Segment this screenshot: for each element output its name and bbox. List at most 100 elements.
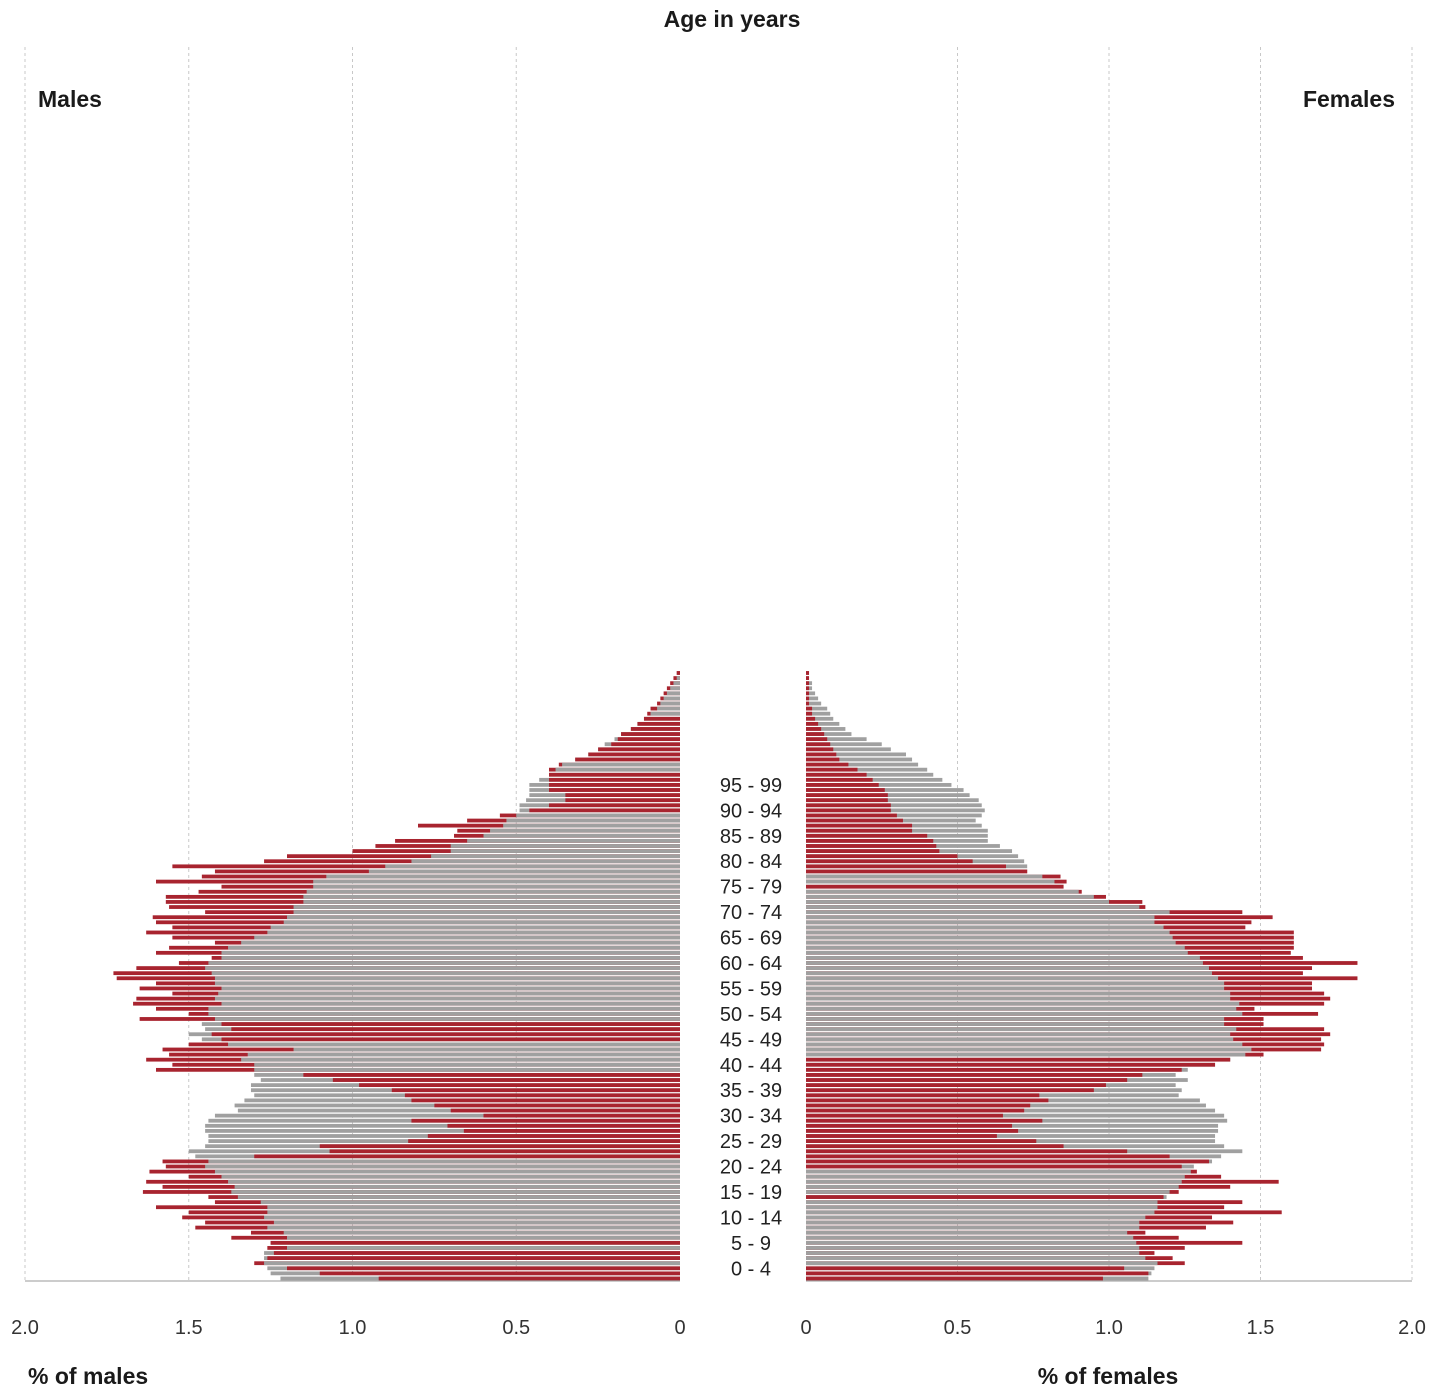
tick-label-females-4: 2.0: [1398, 1317, 1426, 1339]
females-grey-bar-68: [806, 930, 1170, 935]
females-grey-bar-76: [806, 889, 1079, 894]
males-red-bar-4: [267, 1256, 680, 1261]
males-grey-bar-55: [214, 996, 680, 1001]
females-grey-bar-10: [806, 1225, 1140, 1230]
males-grey-bar-30: [205, 1123, 680, 1128]
males-red-bar-34: [434, 1103, 680, 1108]
females-red-bar-100: [806, 767, 858, 772]
age-label-11: 55 - 59: [720, 978, 782, 1000]
age-label-6: 30 - 34: [720, 1106, 782, 1128]
males-red-bar-39: [332, 1078, 680, 1082]
females-red-bar-38: [806, 1083, 1106, 1088]
females-grey-bar-57: [806, 986, 1225, 991]
females-red-bar-87: [806, 833, 928, 838]
males-red-bar-35: [411, 1098, 680, 1103]
females-grey-bar-47: [806, 1037, 1234, 1042]
age-labels: 0 - 4 5 - 9 10 - 14 15 - 19 20 - 24 25 - 29 30…: [720, 775, 782, 1280]
females-red-bar-104: [806, 747, 834, 752]
males-grey-bar-9: [283, 1230, 680, 1235]
females-grey-bar-71: [806, 915, 1155, 920]
males-grey-bar-23: [208, 1159, 680, 1164]
males-grey-bar-32: [214, 1113, 680, 1118]
females-grey-bar-6: [806, 1246, 1140, 1250]
males-red-bar-107: [621, 732, 680, 736]
males-grey-bar-76: [306, 889, 680, 894]
females-red-bar-32: [806, 1113, 1003, 1118]
females-grey-bar-58: [806, 981, 1225, 986]
females-grey-bar-99: [806, 772, 934, 777]
females-grey-bar-20: [806, 1174, 1185, 1179]
age-label-4: 20 - 24: [720, 1157, 782, 1179]
males-grey-bar-62: [208, 961, 680, 965]
males-grey-bar-41: [254, 1067, 680, 1072]
females-grey-bar-112: [806, 706, 828, 711]
females-grey-bar-28: [806, 1134, 1216, 1138]
males-red-bar-106: [617, 737, 680, 742]
females-grey-bar-18: [806, 1184, 1179, 1189]
females-grey-bar-60: [806, 971, 1213, 976]
females-grey-bar-113: [806, 701, 822, 706]
males-red-bar-32: [483, 1113, 680, 1118]
females-red-bar-41: [806, 1067, 1182, 1072]
females-red-bar-83: [806, 854, 958, 859]
tick-label-males-3: 1.5: [175, 1317, 203, 1339]
males-grey-bar-72: [293, 910, 680, 915]
males-grey-bar-59: [214, 976, 680, 981]
females-red-bar-88: [806, 828, 913, 833]
tick-label-females-3: 1.5: [1247, 1317, 1275, 1339]
females-grey-bar-79: [806, 874, 1043, 879]
males-red-bar-109: [637, 721, 680, 726]
females-red-bar-106: [806, 737, 828, 742]
females-grey-bar-3: [806, 1261, 1158, 1266]
males-grey-bar-54: [221, 1001, 680, 1006]
females-grey-bar-52: [806, 1011, 1243, 1016]
females-red-bar-2: [806, 1266, 1125, 1271]
males-grey-bar-45: [293, 1047, 680, 1052]
males-grey-bar-60: [211, 971, 681, 976]
females-grey-bar-48: [806, 1032, 1231, 1037]
x-axis-label-females: % of females: [1038, 1363, 1179, 1389]
tick-label-males-1: 0.5: [502, 1317, 530, 1339]
males-red-bar-38: [359, 1083, 680, 1088]
males-grey-bar-65: [228, 945, 681, 950]
females-grey-bar-66: [806, 940, 1176, 945]
females-red-bar-25: [806, 1149, 1128, 1154]
tick-label-females-2: 1.0: [1095, 1317, 1123, 1339]
males-red-bar-31: [411, 1118, 680, 1123]
females-grey-bar-32: [806, 1113, 1225, 1118]
males-red-bar-37: [391, 1088, 680, 1093]
females-grey-bar-8: [806, 1235, 1134, 1240]
males-grey-bar-42: [254, 1062, 680, 1067]
females-grey-bar-14: [806, 1205, 1158, 1210]
females-grey-bar-19: [806, 1179, 1182, 1184]
females-grey-bar-50: [806, 1022, 1225, 1026]
males-grey-bar-66: [241, 940, 680, 945]
females-grey-bar-115: [806, 691, 816, 696]
females-red-bar-36: [806, 1093, 1040, 1098]
females-red-bar-42: [806, 1062, 1216, 1067]
females-red-bar-90: [806, 818, 903, 823]
males-red-bar-103: [588, 752, 680, 757]
males-red-bar-2: [287, 1266, 680, 1271]
males-grey-bar-81: [385, 864, 680, 869]
males-grey-bar-111: [650, 711, 680, 716]
females-grey-bar-108: [806, 727, 846, 731]
females-red-bar-31: [806, 1118, 1043, 1123]
males-grey-bar-74: [303, 900, 680, 904]
females-grey-bar-59: [806, 976, 1219, 981]
males-red-bar-7: [270, 1240, 680, 1245]
females-grey-bar-107: [806, 732, 852, 736]
females-grey-bar-72: [806, 910, 1170, 915]
females-grey-bar-45: [806, 1047, 1252, 1052]
males-red-bar-48: [211, 1032, 681, 1037]
males-red-bar-25: [329, 1149, 680, 1154]
females-grey-bar-65: [806, 945, 1185, 950]
females-red-bar-43: [806, 1057, 1231, 1062]
males-grey-bar-79: [326, 874, 680, 879]
males-grey-bar-64: [221, 950, 680, 955]
females-grey-bar-114: [806, 696, 819, 701]
females-grey-bar-104: [806, 747, 891, 752]
females-grey-bar-11: [806, 1220, 1140, 1225]
females-red-bar-80: [806, 869, 1028, 874]
males-grey-bar-88: [490, 828, 680, 833]
